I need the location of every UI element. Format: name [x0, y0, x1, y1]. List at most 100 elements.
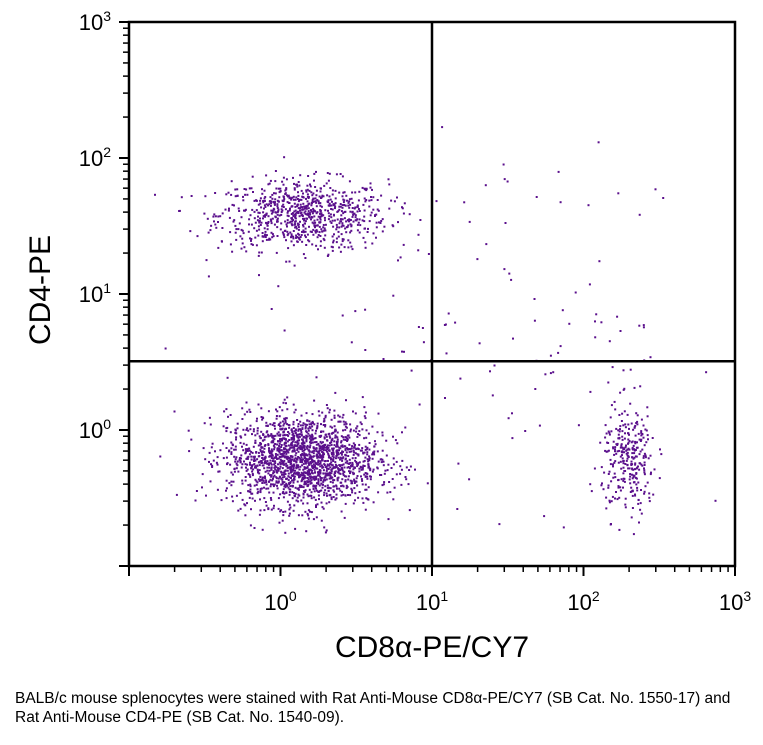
event-dot	[364, 246, 367, 249]
event-dot	[292, 420, 295, 423]
event-dot	[241, 482, 244, 485]
event-dot	[265, 421, 268, 424]
event-dot	[219, 215, 222, 218]
event-dot	[286, 211, 289, 214]
event-dot	[259, 224, 262, 226]
event-dot	[290, 235, 293, 237]
event-dot	[323, 436, 326, 439]
event-dot	[248, 408, 251, 411]
event-dot	[372, 501, 375, 504]
event-dot	[379, 474, 381, 476]
event-dot	[216, 488, 219, 491]
event-dot	[290, 198, 293, 201]
event-dot	[648, 492, 651, 495]
event-dot	[276, 226, 279, 229]
event-dot	[318, 444, 321, 447]
event-dot	[382, 464, 385, 467]
event-dot	[319, 204, 322, 207]
event-dot	[605, 432, 608, 435]
event-dot	[263, 467, 266, 470]
event-dot	[321, 455, 324, 458]
event-dot	[299, 428, 302, 431]
event-dot	[290, 437, 293, 439]
event-dot	[635, 446, 638, 449]
event-dot	[341, 464, 344, 467]
event-dot	[323, 419, 326, 422]
event-dot	[360, 468, 363, 471]
event-dot	[326, 194, 329, 197]
event-dot	[283, 492, 286, 495]
event-dot	[623, 480, 626, 483]
event-dot	[262, 439, 265, 442]
event-dot	[295, 461, 298, 464]
event-dot	[313, 179, 315, 182]
event-dot	[285, 452, 288, 455]
event-dot	[307, 484, 310, 487]
event-dot	[340, 233, 343, 236]
event-dot	[374, 443, 377, 446]
event-dot	[357, 454, 360, 457]
event-dot	[288, 209, 291, 212]
event-dot	[297, 223, 300, 226]
event-dot	[230, 471, 233, 474]
event-dot	[323, 463, 326, 466]
event-dot	[314, 465, 317, 467]
event-dot	[607, 486, 610, 489]
event-dot	[277, 440, 280, 443]
event-dot	[291, 458, 294, 461]
event-dot	[376, 199, 379, 201]
event-dot	[350, 197, 353, 200]
event-dot	[628, 433, 630, 436]
event-dot	[285, 402, 287, 405]
event-dot	[604, 449, 607, 452]
event-dot	[252, 191, 254, 193]
event-dot	[234, 445, 237, 448]
event-dot	[317, 202, 320, 205]
event-dot	[354, 206, 357, 209]
event-dot	[410, 369, 413, 372]
event-dot	[617, 461, 620, 464]
event-dot	[269, 204, 272, 207]
event-dot	[331, 447, 334, 450]
event-dot	[225, 430, 228, 433]
event-dot	[605, 507, 608, 510]
event-dot	[303, 211, 306, 214]
event-dot	[303, 476, 306, 478]
event-dot	[321, 448, 324, 451]
event-dot	[393, 486, 396, 489]
event-dot	[290, 466, 293, 469]
event-dot	[270, 468, 273, 471]
event-dot	[342, 463, 345, 466]
event-dot	[249, 411, 252, 413]
event-dot	[245, 188, 248, 191]
event-dot	[296, 433, 299, 436]
event-dot	[338, 205, 341, 208]
event-dot	[251, 474, 254, 477]
event-dot	[349, 470, 352, 473]
event-dot	[262, 479, 265, 482]
event-dot	[331, 208, 334, 211]
event-dot	[279, 421, 282, 424]
event-dot	[323, 526, 326, 529]
event-dot	[304, 448, 306, 451]
event-dot	[335, 449, 338, 452]
event-dot	[303, 445, 306, 447]
event-dot	[279, 228, 282, 231]
event-dot	[631, 456, 634, 459]
event-dot	[332, 485, 335, 488]
event-dot	[298, 446, 301, 449]
event-dot	[367, 432, 370, 435]
event-dot	[274, 192, 277, 195]
event-dot	[331, 219, 334, 222]
event-dot	[342, 413, 345, 416]
event-dot	[297, 456, 300, 458]
event-dot	[284, 484, 287, 487]
event-dot	[356, 425, 359, 428]
event-dot	[352, 449, 355, 452]
event-dot	[342, 470, 345, 473]
event-dot	[261, 450, 264, 453]
event-dot	[190, 438, 193, 441]
event-dot	[293, 430, 296, 433]
event-dot	[234, 195, 237, 198]
event-dot	[311, 420, 314, 423]
